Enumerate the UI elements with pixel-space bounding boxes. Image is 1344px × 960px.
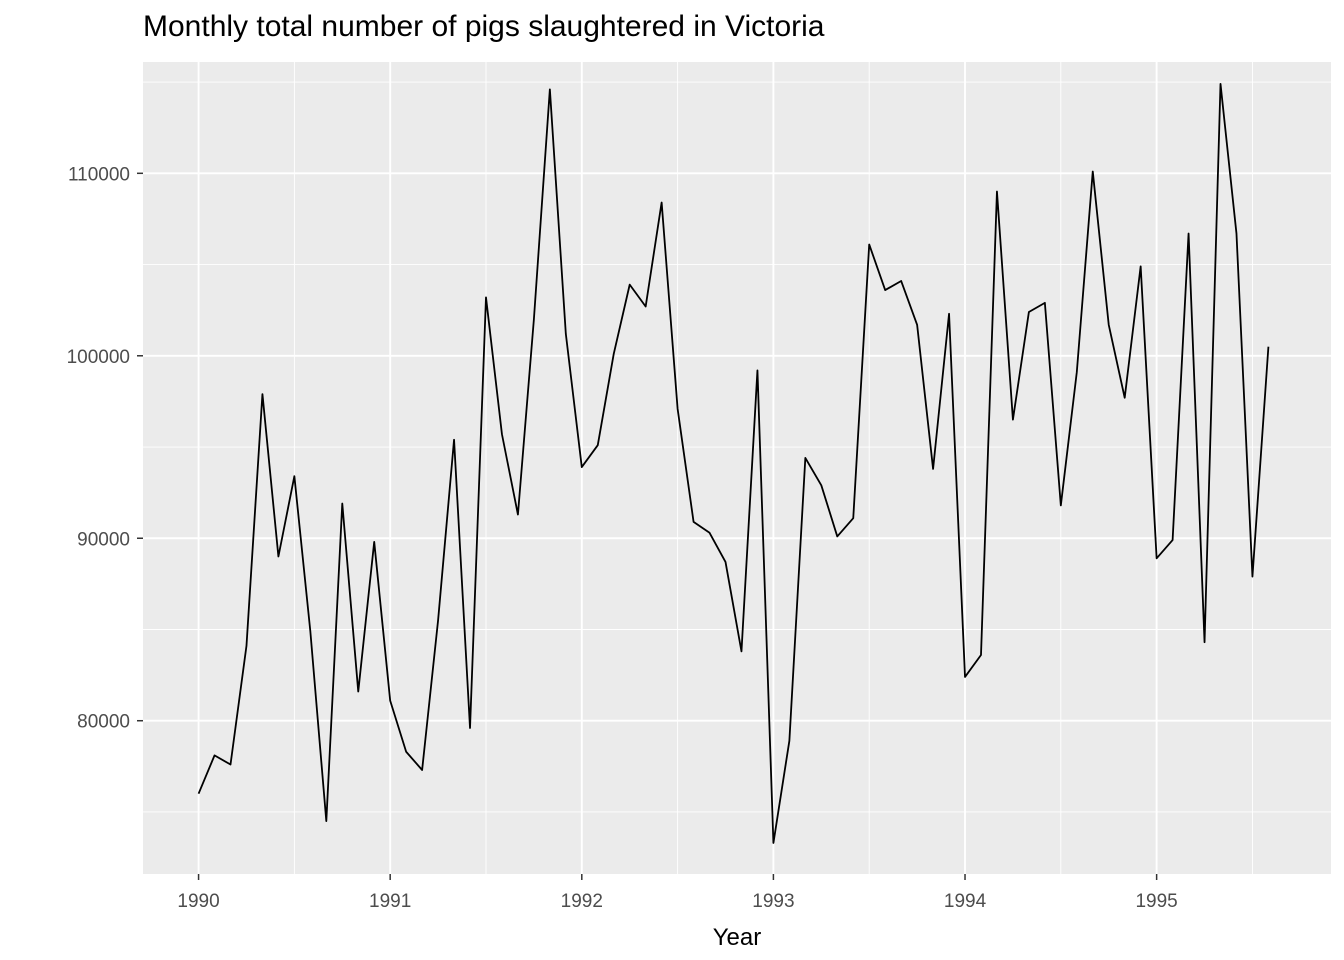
y-tick-label: 80000 bbox=[77, 712, 130, 733]
y-tick-label: 90000 bbox=[77, 529, 130, 550]
x-tick-label: 1993 bbox=[752, 891, 794, 912]
x-tick-label: 1995 bbox=[1135, 891, 1177, 912]
plot-panel bbox=[143, 62, 1331, 874]
x-tick-label: 1991 bbox=[369, 891, 411, 912]
y-tick-label: 100000 bbox=[67, 347, 130, 368]
x-axis-title: Year bbox=[713, 924, 762, 951]
x-tick-label: 1994 bbox=[944, 891, 987, 912]
axes: 1990 1991 1992 1993 1994 1995 80000 90000 100000… bbox=[67, 164, 1178, 912]
series-layer bbox=[197, 83, 1270, 844]
y-tick-label: 110000 bbox=[68, 164, 130, 185]
x-tick-label: 1992 bbox=[561, 891, 603, 912]
x-tick-label: 1990 bbox=[177, 891, 219, 912]
chart-title: Monthly total number of pigs slaughtered… bbox=[143, 10, 825, 43]
series-line bbox=[197, 83, 1270, 844]
